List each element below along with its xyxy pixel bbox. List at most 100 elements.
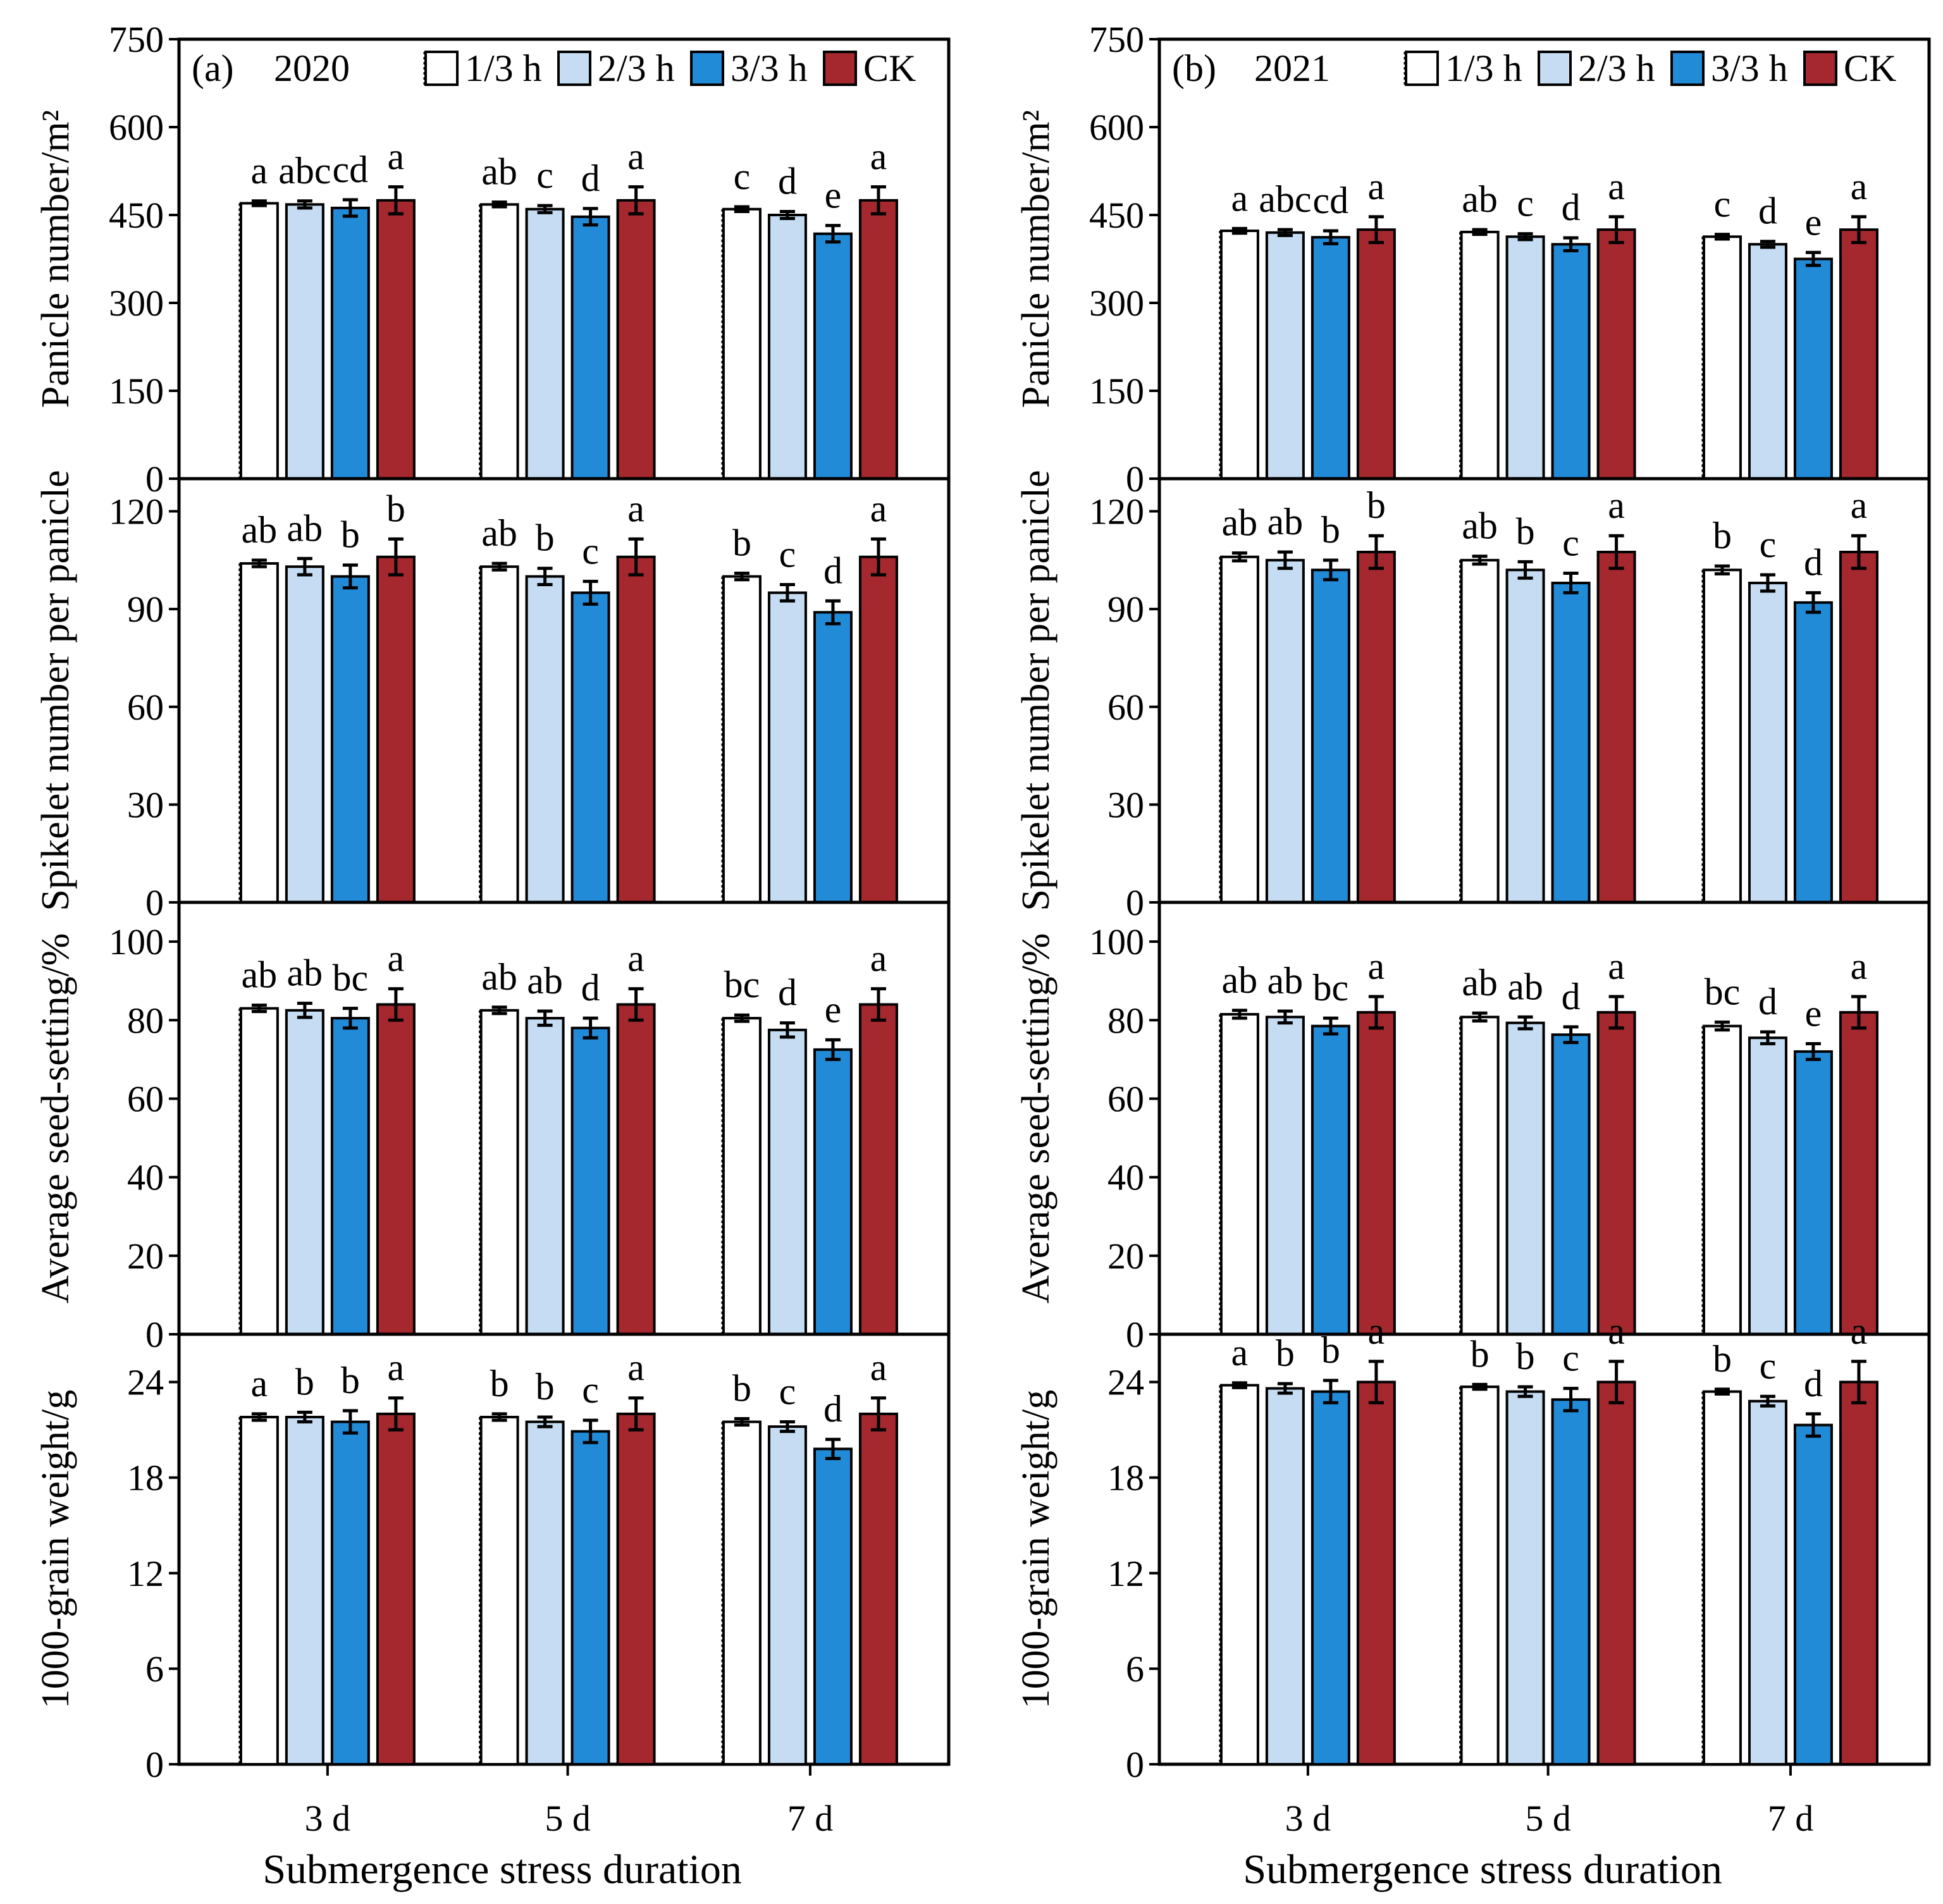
- significance-letter: b: [1713, 1338, 1732, 1380]
- bar-1-3-h-3d: [239, 1415, 279, 1766]
- bar-ck-3d: [1356, 1010, 1396, 1336]
- bar-2-3-h-7d: [767, 214, 807, 480]
- significance-letter: ab: [1268, 501, 1304, 543]
- bar-ck-7d: [1839, 550, 1878, 904]
- legend-swatch-1-3-h: [424, 51, 459, 86]
- significance-letter: a: [1851, 166, 1868, 207]
- significance-letter: bc: [333, 957, 369, 999]
- significance-letter: d: [1804, 1363, 1823, 1404]
- bar-3-3-h-7d: [1793, 1050, 1833, 1336]
- bar-2-3-h-3d: [285, 565, 324, 904]
- y-tick-label: 0: [145, 882, 164, 923]
- y-tick-label: 150: [109, 371, 164, 412]
- significance-letter: ab: [1462, 505, 1498, 547]
- significance-letter: b: [1367, 484, 1386, 526]
- y-tick-label: 6: [145, 1649, 164, 1690]
- bar-3-3-h-5d: [1551, 243, 1591, 480]
- bar-1-3-h-7d: [722, 575, 762, 904]
- significance-letter: cd: [1313, 180, 1349, 221]
- bar-3-3-h-5d: [571, 1026, 610, 1336]
- bar-1-3-h-5d: [1460, 558, 1500, 904]
- legend-label: 2/3 h: [1578, 47, 1655, 89]
- significance-letter: bc: [724, 964, 760, 1005]
- x-category-label: 3 d: [1285, 1798, 1331, 1839]
- y-tick-label: 90: [1107, 589, 1144, 630]
- y-tick-label: 150: [1089, 371, 1144, 412]
- y-tick-label: 120: [109, 491, 164, 532]
- significance-letter: c: [1562, 522, 1579, 563]
- y-tick-label: 0: [1126, 458, 1144, 500]
- significance-letter: b: [732, 1367, 751, 1409]
- significance-letter: a: [251, 150, 268, 192]
- bar-ck-5d: [1596, 550, 1636, 904]
- bar-3-3-h-7d: [813, 1447, 853, 1766]
- bar-1-3-h-3d: [1219, 555, 1259, 904]
- legend-swatch-1-3-h: [1405, 51, 1439, 86]
- significance-letter: a: [1231, 1332, 1249, 1373]
- bar-1-3-h-5d: [1460, 230, 1500, 480]
- bar-1-3-h-7d: [1702, 235, 1742, 480]
- bar-2-3-h-7d: [1748, 1036, 1787, 1336]
- bar-ck-3d: [376, 199, 416, 480]
- significance-letter: d: [823, 1388, 842, 1430]
- bar-ck-5d: [1596, 1380, 1636, 1766]
- y-tick-label: 6: [1126, 1649, 1144, 1690]
- bar-ck-3d: [376, 1412, 416, 1766]
- significance-letter: a: [1608, 166, 1625, 207]
- bar-2-3-h-3d: [285, 1009, 324, 1336]
- bar-2-3-h-7d: [767, 1028, 807, 1336]
- significance-letter: a: [388, 1347, 405, 1389]
- y-tick-label: 600: [1089, 107, 1144, 148]
- significance-letter: bc: [1705, 971, 1741, 1012]
- bar-ck-5d: [1596, 1010, 1636, 1336]
- significance-letter: d: [778, 972, 797, 1014]
- bar-1-3-h-3d: [1219, 1012, 1259, 1336]
- y-tick-label: 80: [1107, 1000, 1144, 1041]
- bar-2-3-h-3d: [285, 1415, 324, 1766]
- bar-ck-3d: [376, 1003, 416, 1336]
- bar-3-3-h-3d: [330, 575, 370, 904]
- significance-letter: d: [1562, 187, 1581, 228]
- bar-ck-7d: [858, 555, 898, 904]
- significance-letter: a: [1368, 945, 1385, 987]
- bar-ck-3d: [1356, 550, 1396, 904]
- bar-ck-5d: [616, 199, 656, 480]
- y-tick-label: 60: [1107, 687, 1144, 728]
- significance-letter: c: [1517, 183, 1534, 224]
- bar-1-3-h-5d: [1460, 1385, 1500, 1766]
- y-tick-label: 0: [145, 1744, 164, 1785]
- bar-ck-5d: [1596, 228, 1636, 480]
- bar-2-3-h-7d: [1748, 243, 1787, 480]
- bar-3-3-h-3d: [1311, 1024, 1350, 1336]
- significance-letter: c: [1562, 1337, 1579, 1379]
- y-axis-label: 1000-grain weight/g: [34, 1390, 77, 1709]
- significance-letter: b: [1321, 1329, 1340, 1371]
- y-tick-label: 450: [1089, 195, 1144, 236]
- y-tick-label: 750: [109, 19, 164, 60]
- significance-letter: c: [1760, 1345, 1777, 1387]
- significance-letter: a: [1608, 945, 1625, 987]
- significance-letter: ab: [1507, 966, 1543, 1007]
- bar-1-3-h-3d: [239, 562, 279, 904]
- bar-2-3-h-5d: [1505, 1390, 1545, 1766]
- significance-letter: b: [1276, 1332, 1295, 1374]
- bar-ck-7d: [858, 199, 898, 480]
- x-category-label: 3 d: [305, 1798, 351, 1839]
- bar-1-3-h-7d: [1702, 1024, 1742, 1336]
- y-tick-label: 30: [127, 784, 164, 825]
- legend-label: 3/3 h: [731, 47, 808, 89]
- y-tick-label: 90: [127, 589, 164, 630]
- bar-2-3-h-5d: [1505, 568, 1545, 904]
- significance-letter: ab: [1268, 960, 1304, 1002]
- legend-label: 3/3 h: [1711, 47, 1788, 89]
- y-tick-label: 0: [145, 458, 164, 500]
- y-tick-label: 40: [127, 1157, 164, 1198]
- significance-letter: a: [870, 136, 887, 178]
- bar-ck-7d: [1839, 1380, 1878, 1766]
- y-tick-label: 20: [1107, 1236, 1144, 1277]
- significance-letter: a: [1851, 945, 1868, 987]
